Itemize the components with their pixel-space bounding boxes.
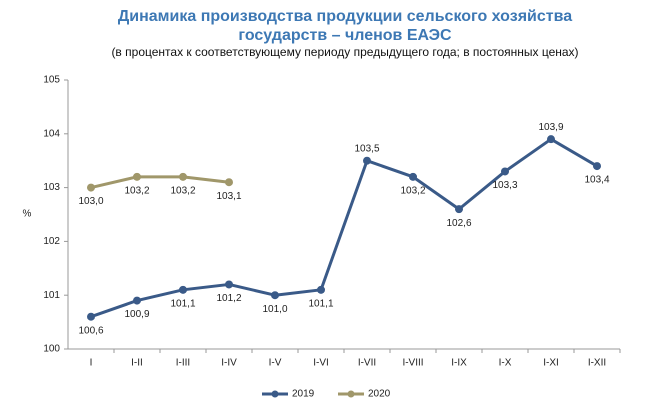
y-tick-label: 101 <box>43 290 60 301</box>
data-label: 103,3 <box>492 180 517 191</box>
point <box>87 183 95 192</box>
series-line <box>90 175 230 190</box>
point <box>133 296 141 305</box>
legend-swatch <box>271 390 279 398</box>
legend-label: 2020 <box>368 389 391 400</box>
x-tick-label: I-IX <box>451 358 467 369</box>
x-tick-label: I-VII <box>358 358 376 369</box>
x-tick-label: I-XI <box>543 358 559 369</box>
point <box>271 291 279 300</box>
chart-title: Динамика производства продукции сельског… <box>118 8 572 25</box>
data-label: 102,6 <box>446 218 471 229</box>
point <box>547 135 555 144</box>
x-tick-label: I-V <box>269 358 282 369</box>
data-label: 100,9 <box>124 309 149 320</box>
point <box>363 156 371 165</box>
data-label: 103,2 <box>124 185 149 196</box>
y-axis-label: % <box>23 209 32 220</box>
point <box>225 178 233 187</box>
series-line <box>90 137 598 319</box>
data-label: 103,9 <box>538 122 563 133</box>
y-tick-label: 102 <box>43 236 60 247</box>
point <box>409 172 417 181</box>
legend-swatch <box>347 390 355 398</box>
data-label: 103,5 <box>354 143 379 154</box>
x-tick-label: I-VI <box>313 358 329 369</box>
x-tick-label: I-VIII <box>402 358 423 369</box>
x-tick-label: I-IV <box>221 358 237 369</box>
x-tick-label: I <box>90 358 93 369</box>
data-label: 103,0 <box>78 196 103 207</box>
y-tick-label: 103 <box>43 182 60 193</box>
data-label: 103,1 <box>216 191 241 202</box>
y-tick-label: 100 <box>43 344 60 355</box>
data-label: 101,1 <box>170 298 195 309</box>
legend-label: 2019 <box>292 389 315 400</box>
chart-subtitle: (в процентах к соответствующему периоду … <box>111 45 578 59</box>
x-tick-label: I-II <box>131 358 143 369</box>
point <box>317 285 325 294</box>
data-label: 101,2 <box>216 293 241 304</box>
point <box>455 205 463 214</box>
point <box>133 172 141 181</box>
x-tick-label: I-X <box>499 358 512 369</box>
point <box>179 285 187 294</box>
data-label: 103,4 <box>584 175 609 186</box>
data-label: 103,2 <box>170 185 195 196</box>
chart-title: государств – членов ЕАЭС <box>238 27 452 44</box>
point <box>225 280 233 289</box>
y-tick-label: 105 <box>43 75 60 86</box>
data-label: 101,1 <box>308 298 333 309</box>
data-label: 103,2 <box>400 185 425 196</box>
y-tick-label: 104 <box>43 128 60 139</box>
point <box>179 172 187 181</box>
point <box>87 312 95 321</box>
data-label: 100,6 <box>78 325 103 336</box>
point <box>501 167 509 176</box>
point <box>593 162 601 171</box>
data-label: 101,0 <box>262 304 287 315</box>
x-tick-label: I-III <box>176 358 190 369</box>
x-tick-label: I-XII <box>588 358 606 369</box>
